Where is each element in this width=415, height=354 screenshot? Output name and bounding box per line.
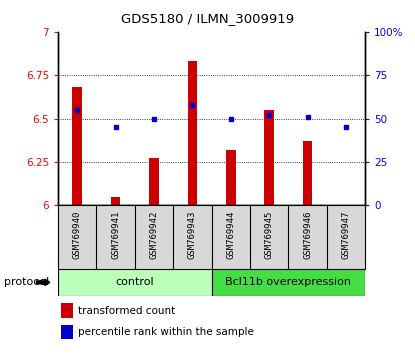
Text: GSM769940: GSM769940 xyxy=(73,210,82,259)
Text: GSM769944: GSM769944 xyxy=(226,210,235,259)
Bar xyxy=(212,269,365,296)
Bar xyxy=(61,325,73,339)
Text: GSM769943: GSM769943 xyxy=(188,210,197,259)
Bar xyxy=(61,303,73,318)
Bar xyxy=(188,61,197,205)
Text: GSM769945: GSM769945 xyxy=(265,210,274,259)
Text: GSM769947: GSM769947 xyxy=(342,210,351,259)
Text: Bcl11b overexpression: Bcl11b overexpression xyxy=(225,277,352,287)
Text: GSM769946: GSM769946 xyxy=(303,210,312,259)
Text: GSM769942: GSM769942 xyxy=(149,210,159,259)
Text: transformed count: transformed count xyxy=(78,306,175,316)
Bar xyxy=(111,196,120,205)
Text: protocol: protocol xyxy=(4,277,49,287)
Text: GDS5180 / ILMN_3009919: GDS5180 / ILMN_3009919 xyxy=(121,12,294,25)
Bar xyxy=(58,269,212,296)
Bar xyxy=(264,110,274,205)
Text: control: control xyxy=(115,277,154,287)
Bar xyxy=(226,150,236,205)
Text: percentile rank within the sample: percentile rank within the sample xyxy=(78,327,254,337)
Bar xyxy=(149,159,159,205)
Bar xyxy=(303,141,312,205)
Bar xyxy=(73,87,82,205)
Text: GSM769941: GSM769941 xyxy=(111,210,120,259)
